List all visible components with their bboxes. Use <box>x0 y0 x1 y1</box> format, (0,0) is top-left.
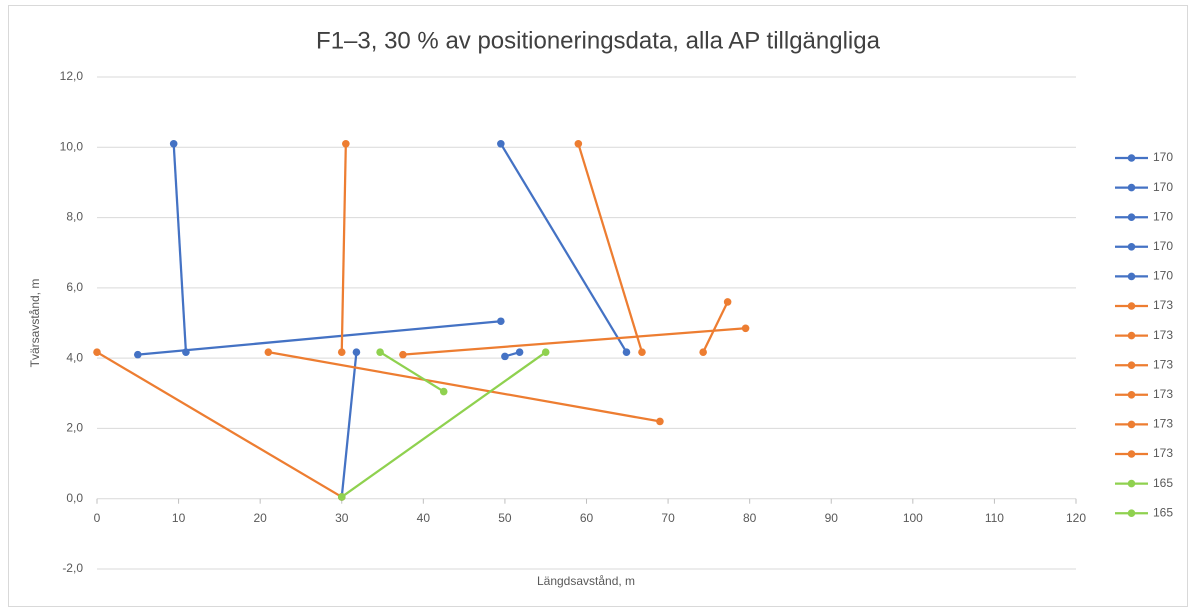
x-tick-label: 80 <box>743 511 757 525</box>
y-tick-label: 2,0 <box>66 421 83 435</box>
point <box>352 348 361 356</box>
x-tick-label: 60 <box>580 511 594 525</box>
point <box>337 493 346 501</box>
y-tick-label: 12,0 <box>60 69 84 83</box>
legend-marker <box>1127 331 1136 340</box>
x-tick-label: 90 <box>825 511 839 525</box>
legend-label: 173 <box>1153 446 1173 460</box>
legend-label: 170 <box>1153 269 1173 283</box>
series-line <box>341 351 547 498</box>
point <box>501 352 509 361</box>
series-line <box>172 143 188 353</box>
x-tick-label: 30 <box>335 511 349 525</box>
series-line <box>268 351 661 423</box>
legend-label: 170 <box>1153 180 1173 194</box>
point <box>376 348 384 356</box>
legend-label: 165 <box>1153 476 1173 490</box>
point <box>337 348 346 356</box>
legend-marker <box>1127 509 1136 517</box>
legend-label: 173 <box>1153 417 1173 431</box>
point <box>656 417 664 426</box>
point <box>723 298 732 306</box>
series-line <box>340 143 347 353</box>
chart-title: F1–3, 30 % av positioneringsdata, alla A… <box>316 27 881 54</box>
x-tick-label: 50 <box>498 511 512 525</box>
series-line <box>702 301 729 353</box>
point <box>638 348 646 356</box>
y-tick-label: 0,0 <box>66 491 83 505</box>
legend-marker <box>1127 420 1136 429</box>
point <box>399 350 407 359</box>
legend-marker <box>1127 361 1136 370</box>
legend-label: 173 <box>1153 357 1173 371</box>
legend-marker <box>1127 183 1136 192</box>
point <box>93 348 101 356</box>
series-line <box>96 351 343 498</box>
x-tick-label: 120 <box>1066 511 1086 525</box>
x-tick-label: 100 <box>903 511 923 525</box>
y-axis-label: Tvärsavstånd, m <box>28 279 42 368</box>
legend-marker <box>1127 243 1136 251</box>
legend-marker <box>1127 302 1136 310</box>
point <box>342 139 350 148</box>
point <box>264 348 273 356</box>
legend-label: 170 <box>1153 209 1173 223</box>
point <box>699 348 707 356</box>
point <box>169 139 178 148</box>
x-tick-label: 10 <box>172 511 186 525</box>
point <box>497 139 505 148</box>
legend-label: 165 <box>1153 505 1173 519</box>
x-tick-label: 40 <box>417 511 431 525</box>
legend-label: 170 <box>1153 239 1173 253</box>
point <box>439 387 448 396</box>
series-line <box>379 351 445 393</box>
series-line <box>402 327 746 356</box>
y-tick-label: 10,0 <box>60 139 84 153</box>
series-line <box>577 143 644 353</box>
x-tick-label: 20 <box>253 511 267 525</box>
point <box>622 348 631 356</box>
y-tick-label: 4,0 <box>66 350 83 364</box>
legend-label: 170 <box>1153 150 1173 164</box>
legend-marker <box>1127 213 1136 221</box>
legend-marker <box>1127 391 1136 399</box>
point <box>133 350 142 359</box>
legend-marker <box>1127 272 1136 281</box>
point <box>515 348 524 356</box>
legend-label: 173 <box>1153 298 1173 312</box>
point <box>741 324 750 333</box>
x-tick-label: 70 <box>661 511 675 525</box>
series-line <box>499 143 628 353</box>
series-line <box>340 352 358 498</box>
point <box>541 348 550 356</box>
y-tick-label: -2,0 <box>62 561 83 575</box>
legend-marker <box>1127 154 1136 162</box>
x-tick-label: 110 <box>985 511 1004 525</box>
point <box>497 317 505 326</box>
y-tick-label: 6,0 <box>66 280 83 294</box>
y-tick-label: 8,0 <box>66 210 83 224</box>
series-line <box>137 320 501 356</box>
legend-label: 173 <box>1153 328 1173 342</box>
legend-label: 173 <box>1153 387 1173 401</box>
legend-marker <box>1127 450 1136 458</box>
x-tick-label: 0 <box>94 511 101 525</box>
x-axis-label: Längdsavstånd, m <box>537 574 635 588</box>
legend-marker <box>1127 479 1136 488</box>
point <box>574 139 583 148</box>
